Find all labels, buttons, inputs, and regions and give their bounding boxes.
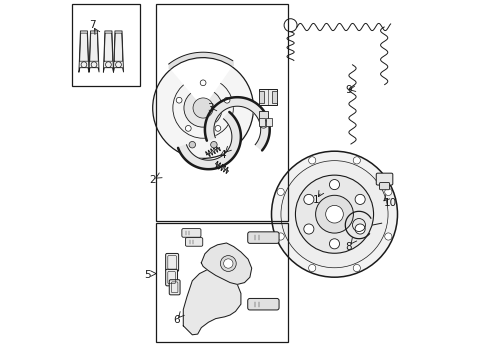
- Polygon shape: [183, 268, 241, 335]
- Circle shape: [210, 141, 217, 148]
- FancyBboxPatch shape: [185, 238, 203, 246]
- Circle shape: [183, 89, 222, 127]
- Text: 10: 10: [383, 198, 396, 208]
- Circle shape: [295, 175, 373, 253]
- Text: 7: 7: [89, 20, 96, 30]
- Circle shape: [189, 141, 195, 148]
- Circle shape: [352, 265, 360, 272]
- FancyBboxPatch shape: [379, 183, 389, 190]
- Circle shape: [303, 194, 313, 204]
- Bar: [272, 91, 276, 103]
- Bar: [259, 111, 267, 120]
- Text: 4: 4: [219, 150, 226, 160]
- Polygon shape: [204, 97, 269, 150]
- Circle shape: [352, 157, 360, 164]
- Circle shape: [315, 195, 353, 233]
- Circle shape: [281, 161, 387, 268]
- Bar: [156, 223, 287, 342]
- Circle shape: [308, 265, 315, 272]
- Bar: [72, 4, 140, 86]
- Polygon shape: [113, 31, 123, 72]
- Text: 1: 1: [312, 195, 319, 205]
- Circle shape: [259, 120, 267, 128]
- Circle shape: [329, 239, 339, 249]
- Circle shape: [329, 180, 339, 190]
- Wedge shape: [170, 57, 232, 108]
- Circle shape: [224, 97, 229, 103]
- FancyBboxPatch shape: [165, 253, 178, 271]
- Circle shape: [277, 188, 284, 195]
- Circle shape: [271, 151, 397, 277]
- Text: 5: 5: [143, 270, 150, 280]
- Polygon shape: [89, 31, 99, 72]
- Circle shape: [176, 97, 182, 103]
- Circle shape: [303, 224, 313, 234]
- Bar: [258, 89, 276, 105]
- Circle shape: [384, 188, 391, 195]
- Polygon shape: [103, 31, 113, 72]
- Text: 9: 9: [345, 85, 351, 95]
- Circle shape: [325, 205, 343, 223]
- Circle shape: [193, 98, 213, 118]
- Circle shape: [277, 233, 284, 240]
- Circle shape: [308, 157, 315, 164]
- Circle shape: [354, 224, 365, 234]
- Text: 3: 3: [206, 103, 213, 113]
- FancyBboxPatch shape: [182, 229, 201, 237]
- Circle shape: [185, 126, 191, 131]
- FancyBboxPatch shape: [247, 232, 279, 243]
- Circle shape: [152, 58, 253, 158]
- Polygon shape: [178, 112, 241, 169]
- Polygon shape: [201, 243, 251, 284]
- Polygon shape: [79, 31, 89, 72]
- Bar: [258, 91, 263, 103]
- Text: 8: 8: [345, 242, 351, 252]
- FancyBboxPatch shape: [247, 298, 279, 310]
- Bar: [156, 4, 287, 221]
- FancyBboxPatch shape: [169, 280, 180, 295]
- Circle shape: [220, 256, 236, 271]
- FancyBboxPatch shape: [165, 269, 177, 286]
- Text: 2: 2: [149, 175, 156, 185]
- Circle shape: [384, 233, 391, 240]
- Bar: [258, 118, 264, 126]
- Circle shape: [215, 126, 221, 131]
- Text: 6: 6: [172, 315, 179, 325]
- FancyBboxPatch shape: [375, 173, 392, 185]
- Circle shape: [200, 80, 205, 86]
- Circle shape: [354, 194, 365, 204]
- Circle shape: [223, 259, 232, 268]
- Bar: [265, 118, 271, 126]
